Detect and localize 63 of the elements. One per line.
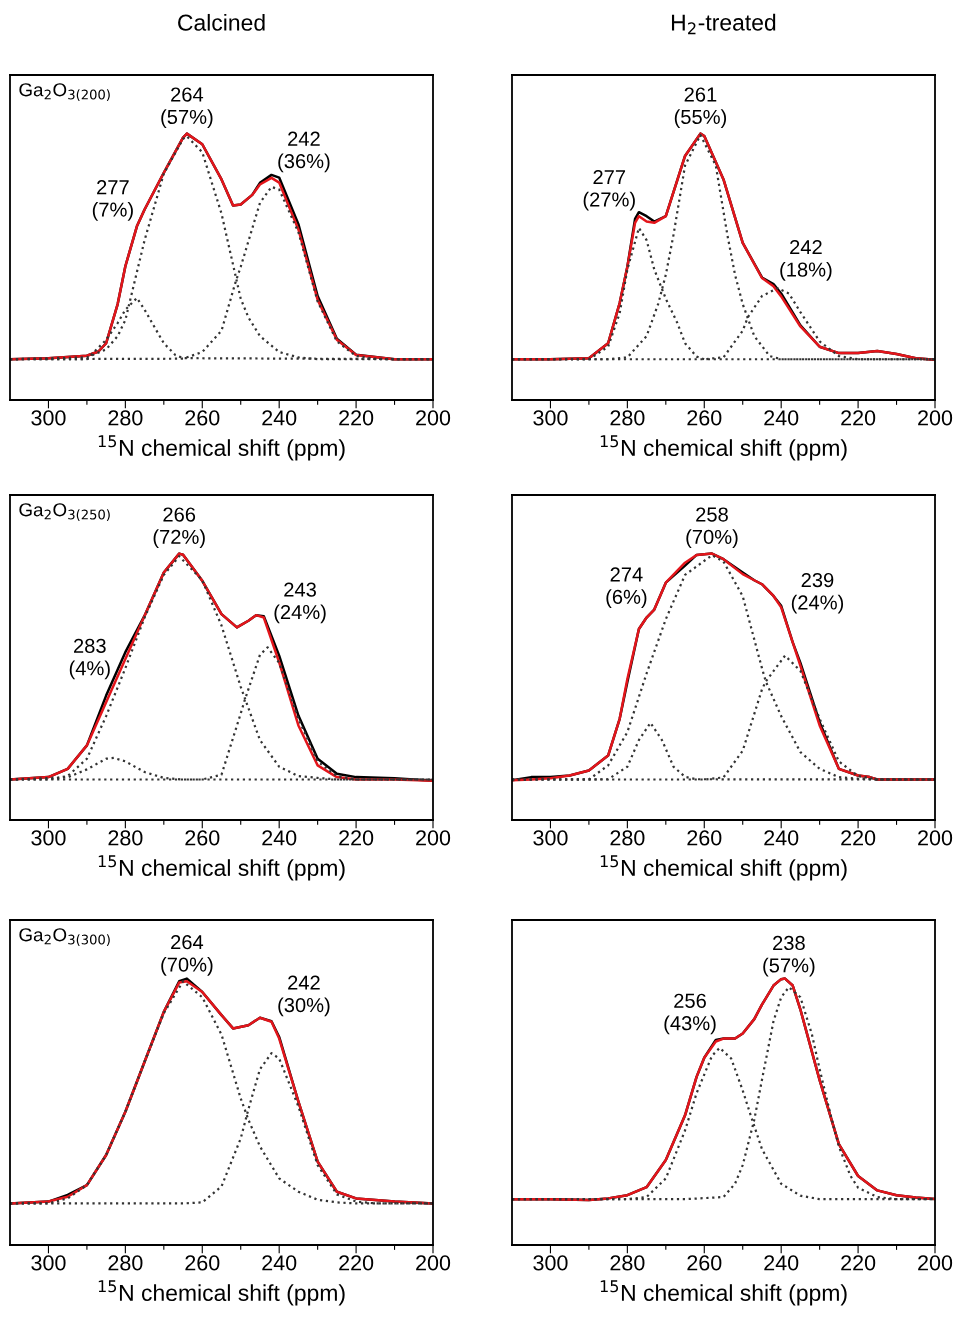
x-axis-title: $^{15}$N chemical shift (ppm) — [98, 1280, 345, 1306]
x-tick-label: 220 — [841, 830, 876, 846]
x-tick-label: 240 — [262, 410, 297, 426]
x-tick-label: 300 — [31, 1255, 66, 1271]
x-tick-label: 220 — [841, 410, 876, 426]
x-tick-label: 280 — [108, 830, 143, 846]
annotation: 277 (27%) — [583, 169, 635, 211]
annotation: 266 (72%) — [153, 507, 205, 549]
x-tick-label: 300 — [31, 410, 66, 426]
x-tick-label: 260 — [687, 1255, 722, 1271]
x-tick-label: 200 — [918, 830, 953, 846]
x-tick-label: 220 — [339, 410, 374, 426]
annotation: 264 (57%) — [161, 87, 213, 129]
annotation: 238 (57%) — [763, 935, 815, 977]
text: Ga$_{2}$O$_{3(200)}$ — [19, 83, 110, 102]
x-tick-label: 300 — [533, 410, 568, 426]
x-tick-label: 260 — [185, 410, 220, 426]
annotation: 242 (30%) — [278, 975, 330, 1017]
x-tick-label: 240 — [262, 1255, 297, 1271]
x-tick-label: 200 — [918, 1255, 953, 1271]
x-tick-label: 240 — [764, 1255, 799, 1271]
x-tick-label: 260 — [185, 1255, 220, 1271]
x-tick-label: 220 — [841, 1255, 876, 1271]
annotation: 261 (55%) — [674, 87, 727, 129]
x-tick-label: 300 — [533, 1255, 568, 1271]
annotation: 277 (7%) — [92, 180, 133, 221]
x-tick-label: 300 — [533, 830, 568, 846]
x-tick-label: 240 — [262, 830, 297, 846]
x-tick-label: 220 — [339, 1255, 374, 1271]
x-tick-label: 300 — [31, 830, 66, 846]
x-tick-label: 280 — [610, 410, 645, 426]
x-axis-title: $^{15}$N chemical shift (ppm) — [600, 435, 847, 461]
x-axis-title: $^{15}$N chemical shift (ppm) — [98, 855, 345, 881]
annotation: 242 (36%) — [278, 131, 330, 173]
x-axis-title: $^{15}$N chemical shift (ppm) — [600, 1280, 847, 1306]
annotation: 239 (24%) — [791, 572, 844, 614]
x-tick-label: 200 — [416, 410, 451, 426]
x-tick-label: 280 — [610, 1255, 645, 1271]
x-tick-label: 220 — [339, 830, 374, 846]
x-axis-title: $^{15}$N chemical shift (ppm) — [600, 855, 847, 881]
x-axis-title: $^{15}$N chemical shift (ppm) — [98, 435, 345, 461]
annotation: 264 (70%) — [161, 935, 213, 976]
annotation: 256 (43%) — [664, 993, 716, 1035]
text: Ga$_{2}$O$_{3(250)}$ — [19, 503, 110, 522]
chart-title: H$_{2}$-treated — [671, 13, 776, 35]
x-tick-label: 200 — [416, 1255, 451, 1271]
x-tick-label: 280 — [108, 1255, 143, 1271]
x-tick-label: 240 — [764, 410, 799, 426]
x-tick-label: 260 — [687, 830, 722, 846]
annotation: 258 (70%) — [686, 507, 738, 549]
annotation: 283 (4%) — [69, 638, 110, 680]
annotation: 243 (24%) — [274, 582, 326, 624]
annotation: 274 (6%) — [606, 567, 647, 608]
x-tick-label: 240 — [764, 830, 799, 846]
annotation: 242 (18%) — [780, 240, 832, 281]
x-tick-label: 280 — [610, 830, 645, 846]
text: Ga$_{2}$O$_{3(300)}$ — [19, 928, 110, 947]
x-tick-label: 260 — [687, 410, 722, 426]
x-tick-label: 200 — [918, 410, 953, 426]
x-tick-label: 260 — [185, 830, 220, 846]
chart-title: Calcined — [178, 13, 265, 31]
x-tick-label: 200 — [416, 830, 451, 846]
x-tick-label: 280 — [108, 410, 143, 426]
